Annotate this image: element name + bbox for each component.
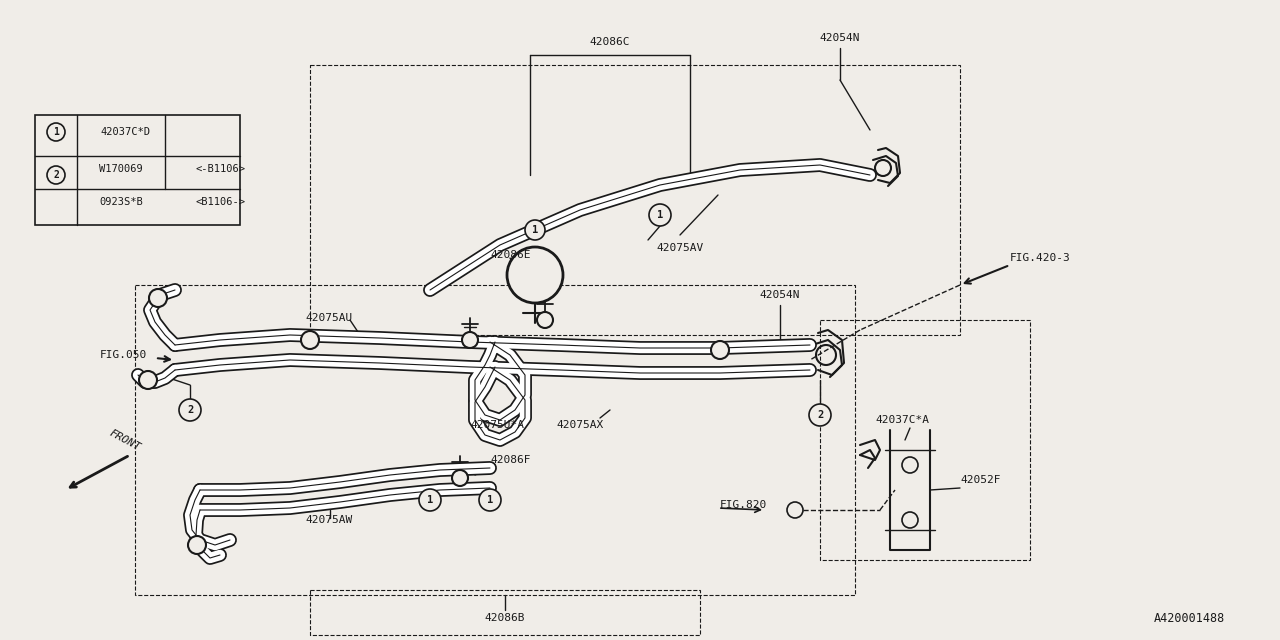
Text: FIG.050: FIG.050	[100, 350, 147, 360]
Text: 42075U*A: 42075U*A	[470, 420, 524, 430]
Circle shape	[902, 512, 918, 528]
Bar	[310, 65, 960, 335]
Text: FIG.820: FIG.820	[719, 500, 767, 510]
Text: 42086B: 42086B	[485, 613, 525, 623]
Circle shape	[140, 371, 157, 389]
Bar	[134, 285, 855, 595]
Circle shape	[148, 289, 166, 307]
Circle shape	[902, 457, 918, 473]
Circle shape	[525, 220, 545, 240]
Text: 1: 1	[532, 225, 538, 235]
Circle shape	[301, 331, 319, 349]
Text: <-B1106>: <-B1106>	[195, 164, 244, 173]
Circle shape	[649, 204, 671, 226]
Text: 42086F: 42086F	[490, 455, 530, 465]
Circle shape	[462, 332, 477, 348]
Text: W170069: W170069	[99, 164, 143, 173]
Bar	[820, 320, 1030, 560]
Text: 1: 1	[486, 495, 493, 505]
Circle shape	[538, 312, 553, 328]
Text: 42075AU: 42075AU	[305, 313, 352, 323]
Text: 42075AX: 42075AX	[557, 420, 604, 430]
Text: 1: 1	[426, 495, 433, 505]
Text: 42037C*D: 42037C*D	[100, 127, 150, 137]
Text: FRONT: FRONT	[108, 428, 142, 453]
Text: 42075AW: 42075AW	[305, 515, 352, 525]
Text: 1: 1	[52, 127, 59, 137]
Circle shape	[507, 247, 563, 303]
Circle shape	[710, 341, 730, 359]
Text: 42086C: 42086C	[590, 37, 630, 47]
Circle shape	[809, 404, 831, 426]
Circle shape	[188, 536, 206, 554]
Circle shape	[179, 399, 201, 421]
Text: 42075AV: 42075AV	[657, 243, 704, 253]
Text: 42037C*A: 42037C*A	[876, 415, 929, 425]
Text: 0923S*B: 0923S*B	[99, 196, 143, 207]
Text: 2: 2	[52, 170, 59, 180]
Text: <B1106->: <B1106->	[195, 196, 244, 207]
Circle shape	[787, 502, 803, 518]
Text: FIG.420-3: FIG.420-3	[1010, 253, 1071, 263]
Text: 42054N: 42054N	[760, 290, 800, 300]
Bar	[310, 590, 700, 635]
Circle shape	[47, 166, 65, 184]
Text: 42054N: 42054N	[819, 33, 860, 43]
Bar	[35, 115, 241, 225]
Circle shape	[452, 470, 468, 486]
Text: 42086E: 42086E	[490, 250, 530, 260]
Circle shape	[479, 489, 500, 511]
Text: 1: 1	[657, 210, 663, 220]
Text: 2: 2	[817, 410, 823, 420]
Text: A420001488: A420001488	[1153, 611, 1225, 625]
Text: 42052F: 42052F	[960, 475, 1001, 485]
Circle shape	[47, 123, 65, 141]
Circle shape	[419, 489, 442, 511]
Text: 2: 2	[187, 405, 193, 415]
